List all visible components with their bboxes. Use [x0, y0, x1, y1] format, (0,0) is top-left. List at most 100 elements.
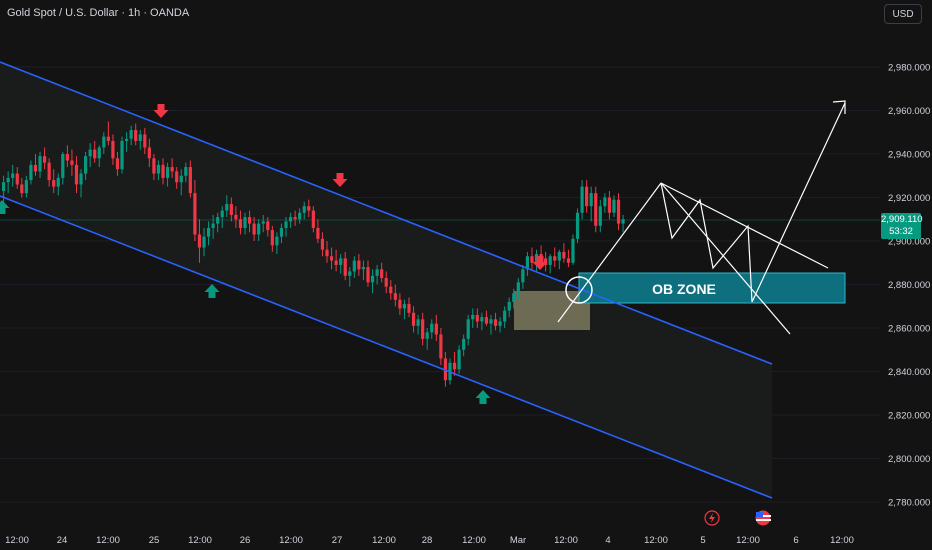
- chart-title: Gold Spot / U.S. Dollar · 1h · OANDA: [7, 7, 190, 19]
- breakout-circle: [565, 276, 593, 304]
- candle-body: [216, 217, 220, 224]
- candle-body: [206, 227, 211, 237]
- order-block-zone: [514, 291, 590, 330]
- candle-body: [184, 167, 188, 176]
- candle-body: [106, 136, 110, 141]
- candle-body: [375, 269, 379, 276]
- candle-body: [29, 164, 33, 181]
- candle-body: [129, 130, 133, 139]
- candle-body: [42, 156, 47, 163]
- x-tick-label: 12:00: [554, 535, 578, 546]
- candle-body: [370, 275, 375, 283]
- candle-body: [402, 304, 407, 309]
- candle-body: [102, 136, 106, 148]
- candle-body: [307, 206, 311, 211]
- x-tick-label: 4: [605, 535, 610, 546]
- candle-body: [202, 236, 206, 248]
- candle-body: [416, 319, 420, 326]
- candle-body: [612, 199, 616, 213]
- candle-body: [384, 277, 388, 287]
- candle-body: [498, 321, 502, 326]
- y-tick-label: 2,820.000: [888, 411, 930, 422]
- candle-body: [594, 193, 598, 226]
- channel-upper-line[interactable]: [0, 61, 773, 365]
- x-tick-label: 12:00: [736, 535, 760, 546]
- candle-body: [329, 256, 334, 261]
- candle-body: [525, 256, 530, 270]
- candle-body: [598, 206, 602, 226]
- candle-body: [421, 319, 425, 339]
- current-price-value: 2,909.110: [881, 214, 923, 225]
- candle-body: [348, 271, 352, 276]
- candle-body: [616, 199, 621, 224]
- candle-body: [521, 269, 525, 283]
- candle-body: [452, 362, 457, 370]
- candle-body: [507, 301, 511, 311]
- candle-body: [225, 204, 229, 211]
- candle-body: [97, 147, 101, 159]
- candle-body: [147, 147, 151, 159]
- candle-body: [466, 319, 470, 339]
- x-tick-label: 12:00: [462, 535, 486, 546]
- candle-body: [352, 260, 356, 272]
- candle-body: [530, 256, 534, 263]
- candle-body: [298, 212, 302, 220]
- candle-body: [439, 334, 443, 359]
- x-tick-label: 5: [700, 535, 705, 546]
- candle-body: [88, 149, 92, 157]
- candle-body: [175, 171, 179, 183]
- sell-arrow-icon: [153, 104, 169, 118]
- candle-body: [571, 238, 575, 263]
- candle-body: [134, 130, 138, 141]
- current-price-tag: 2,909.110 53:32: [881, 213, 923, 239]
- candle-body: [562, 251, 566, 259]
- candle-body: [480, 317, 484, 322]
- x-tick-label: 12:00: [372, 535, 396, 546]
- candle-body: [2, 182, 6, 191]
- candle-body: [512, 293, 516, 302]
- candle-body: [475, 314, 479, 322]
- y-tick-label: 2,780.000: [888, 498, 930, 509]
- candle-body: [15, 173, 19, 185]
- x-tick-label: 6: [793, 535, 798, 546]
- candle-body: [557, 251, 561, 261]
- candle-body: [270, 230, 274, 246]
- candle-body: [120, 140, 124, 170]
- buy-arrow-icon: [204, 284, 220, 298]
- candle-body: [493, 319, 498, 326]
- channel-lower-line[interactable]: [0, 195, 773, 499]
- candle-body: [220, 210, 224, 218]
- candle-body: [24, 180, 28, 194]
- y-tick-label: 2,840.000: [888, 367, 930, 378]
- candle-body: [443, 358, 448, 381]
- candle-body: [197, 234, 202, 248]
- candle-body: [603, 197, 607, 207]
- candle-body: [275, 236, 279, 246]
- candle-body: [566, 258, 571, 263]
- candle-body: [38, 156, 42, 172]
- candle-body: [425, 332, 429, 339]
- candle-body: [457, 349, 461, 370]
- candle-body: [161, 164, 165, 178]
- currency-button[interactable]: USD: [884, 4, 922, 24]
- ob-zone-label: OB ZONE: [652, 281, 716, 297]
- candle-body: [124, 138, 129, 141]
- candle-body: [621, 219, 625, 224]
- candle-body: [11, 173, 15, 178]
- candle-body: [393, 293, 397, 300]
- projection-arrowhead: [832, 100, 846, 114]
- lightning-icon[interactable]: [704, 510, 720, 526]
- bar-countdown: 53:32: [889, 226, 913, 237]
- candle-body: [247, 217, 252, 224]
- us-flag-icon[interactable]: [755, 510, 772, 526]
- candle-body: [65, 154, 69, 161]
- candle-body: [320, 238, 325, 250]
- candle-body: [152, 158, 156, 174]
- sell-arrow-icon: [532, 256, 548, 270]
- x-tick-label: 12:00: [644, 535, 668, 546]
- pattern-drawing[interactable]: [557, 100, 846, 335]
- candle-body: [302, 206, 306, 213]
- candle-body: [188, 167, 192, 194]
- candle-body: [138, 134, 142, 141]
